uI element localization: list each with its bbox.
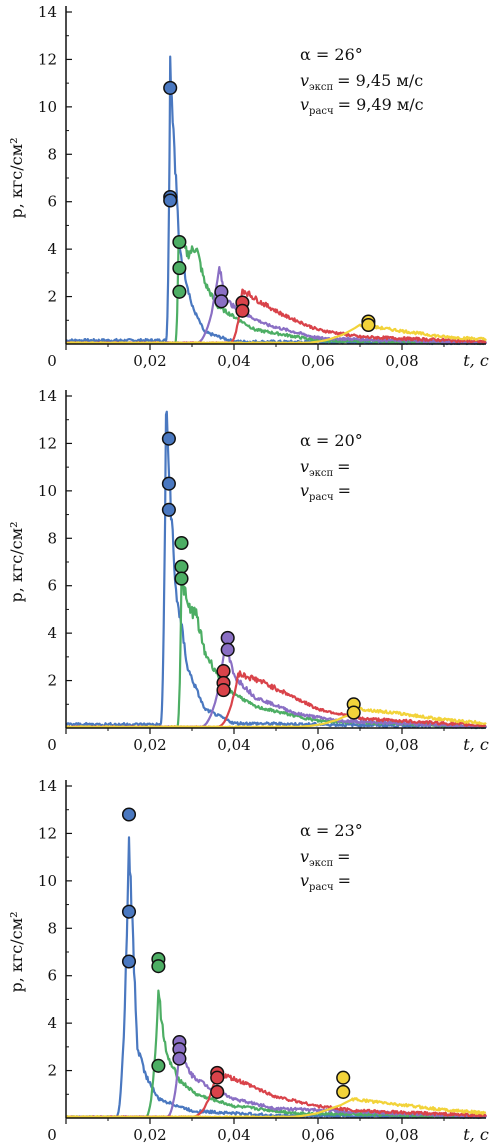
data-marker [336,1070,351,1085]
data-marker [163,80,178,95]
data-marker [163,193,178,208]
y-axis-title: p, кгс/см² [7,522,26,603]
chart-panel-3: 2 4 6 8 10 12 14 0 0,02 0,04 0,06 0,08 t, с p, кгс/см… [7,777,489,1144]
series-line-5 [65,1097,487,1119]
x-axis-title: t, с [463,1125,489,1144]
y-tick-label: 14 [38,777,57,795]
x-tick-label: 0,06 [301,1126,334,1144]
data-marker [210,1084,225,1099]
x-tick-label: 0,08 [385,352,418,370]
data-marker [172,1051,187,1066]
series-line-5 [65,706,487,729]
y-tick-label: 6 [47,967,57,985]
series-line-5 [65,323,487,345]
data-marker [214,294,229,309]
x-axis-title: t, с [463,735,489,754]
y-tick-label: 2 [47,672,57,690]
data-marker [121,954,137,969]
y-tick-label: 12 [38,824,57,842]
v-exp-label: vэксп = [300,457,351,479]
y-tick-label: 8 [47,145,57,163]
x-tick-label: 0,04 [217,736,250,754]
x-tick-label: 0 [47,352,57,370]
data-marker [220,630,235,645]
alpha-label: α = 26° [300,45,363,64]
x-tick-label: 0,04 [217,1126,250,1144]
x-tick-label: 0,06 [301,736,334,754]
y-tick-label: 2 [47,288,57,306]
y-tick-label: 12 [38,434,57,452]
y-tick-label: 4 [47,1014,57,1032]
chart-panel-1: 2 4 6 8 10 12 14 0 0,02 0,04 0,06 0,08 t, с p, кгс/см… [7,3,489,370]
data-marker [172,234,187,250]
y-tick-label: 8 [47,529,57,547]
y-axis-title: p, кгс/см² [7,912,26,993]
data-marker [151,1058,166,1073]
annotation: α = 23° vэксп =vрасч = [300,821,363,893]
x-tick-label: 0,04 [217,352,250,370]
alpha-label: α = 23° [300,821,363,840]
x-tick-label: 0,02 [133,1126,166,1144]
v-exp-label: vэксп = 9,45 м/с [300,71,423,93]
y-axis-title: p, кгс/см² [7,138,26,219]
data-marker [151,959,166,974]
y-tick-label: 4 [47,240,57,258]
data-marker [346,705,361,720]
data-marker [161,502,176,517]
x-tick-label: 0,02 [133,736,166,754]
series-line-4 [65,288,487,345]
data-marker [161,431,176,446]
y-tick-label: 10 [38,872,57,890]
y-tick-label: 14 [38,387,57,405]
data-marker [174,535,189,551]
y-tick-label: 4 [47,624,57,642]
x-axis-title: t, с [463,351,489,370]
series-line-4 [65,670,487,729]
y-tick-label: 10 [38,482,57,500]
x-tick-label: 0 [47,736,57,754]
data-marker [121,904,137,919]
data-marker [235,303,250,318]
x-tick-label: 0,06 [301,352,334,370]
data-marker [174,571,189,586]
y-tick-label: 10 [38,98,57,116]
data-marker [216,664,231,679]
data-marker [336,1084,351,1099]
y-tick-label: 6 [47,193,57,211]
v-calc-label: vрасч = [300,481,351,503]
x-tick-label: 0 [47,1126,57,1144]
data-marker [210,1070,225,1085]
data-marker [220,642,235,657]
x-tick-label: 0,08 [385,736,418,754]
alpha-label: α = 20° [300,431,363,450]
y-tick-label: 6 [47,577,57,595]
y-tick-label: 8 [47,919,57,937]
x-tick-label: 0,08 [385,1126,418,1144]
data-marker [174,559,189,574]
series-line-1 [65,410,487,730]
v-calc-label: vрасч = [300,871,351,893]
data-marker [172,284,187,299]
v-exp-label: vэксп = [300,847,351,869]
data-marker [121,807,137,822]
data-marker [361,317,376,333]
y-tick-label: 2 [47,1062,57,1080]
chart-panel-2: 2 4 6 8 10 12 14 0 0,02 0,04 0,06 0,08 t, с p, кгс/см… [7,387,489,754]
x-tick-label: 0,02 [133,352,166,370]
v-calc-label: vрасч = 9,49 м/с [300,95,424,117]
data-marker [216,683,231,698]
y-tick-label: 14 [38,3,57,21]
annotation: α = 20° vэксп =vрасч = [300,431,363,503]
data-marker [161,476,176,491]
data-marker [172,261,187,276]
y-tick-label: 12 [38,50,57,68]
series-line-2 [65,572,487,730]
series-line-1 [65,836,487,1120]
